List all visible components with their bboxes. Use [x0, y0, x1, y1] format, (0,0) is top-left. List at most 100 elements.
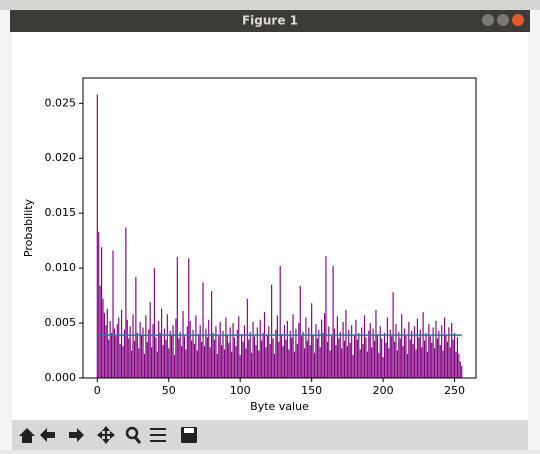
bar: [191, 340, 193, 378]
bar: [192, 329, 194, 378]
y-tick-label: 0.015: [45, 206, 77, 219]
bar: [138, 348, 140, 378]
bar: [222, 330, 224, 378]
bar: [168, 348, 170, 378]
bar: [229, 327, 231, 378]
bar: [112, 250, 114, 378]
bar: [265, 347, 267, 378]
bar: [283, 325, 286, 378]
title-bar: [10, 10, 530, 32]
bar: [236, 329, 238, 378]
bar: [305, 317, 307, 378]
bar: [232, 323, 234, 378]
bar: [385, 342, 387, 378]
bar: [161, 308, 163, 378]
bar: [173, 354, 176, 378]
bar: [399, 338, 401, 378]
bar: [426, 351, 428, 378]
bar: [151, 347, 153, 378]
bar: [449, 347, 451, 378]
bar: [339, 331, 341, 378]
maximize-button[interactable]: [497, 14, 509, 26]
bar: [225, 317, 227, 378]
bar: [396, 350, 398, 378]
bar: [226, 335, 228, 378]
bar: [322, 332, 324, 378]
bar: [411, 330, 413, 378]
bar: [423, 340, 426, 378]
bar: [369, 323, 371, 378]
bar: [209, 347, 211, 378]
bar: [115, 336, 117, 378]
bar: [405, 335, 407, 378]
bar: [172, 325, 174, 378]
bar: [159, 332, 161, 378]
bar: [403, 328, 406, 378]
bar: [269, 343, 271, 378]
bar: [335, 345, 337, 378]
bar: [189, 320, 191, 378]
bar: [132, 314, 134, 378]
configure-button[interactable]: [150, 428, 166, 442]
bar: [452, 339, 454, 378]
bar: [301, 336, 303, 378]
bar: [201, 341, 203, 378]
bar: [272, 338, 274, 378]
bar: [251, 352, 253, 378]
bar: [435, 320, 437, 378]
bar: [382, 357, 384, 378]
bar: [213, 339, 216, 378]
bar: [218, 336, 220, 378]
bar: [315, 324, 317, 378]
bar: [428, 324, 430, 378]
bar: [102, 298, 104, 378]
home-icon: [19, 428, 35, 443]
y-tick-label: 0.005: [45, 316, 77, 329]
bar: [121, 309, 123, 378]
bar: [351, 325, 353, 378]
forward-button[interactable]: [69, 428, 84, 442]
bar: [108, 339, 110, 378]
bar: [123, 329, 126, 378]
bar: [248, 339, 250, 378]
bar: [433, 348, 436, 378]
bar: [293, 351, 296, 378]
bar: [446, 341, 448, 378]
bar: [415, 349, 417, 378]
bar: [266, 335, 268, 378]
close-button[interactable]: [512, 14, 524, 26]
bar: [349, 342, 351, 378]
bar: [245, 348, 247, 378]
x-tick-label: 150: [301, 384, 322, 397]
minimize-button[interactable]: [482, 14, 494, 26]
bar: [442, 350, 444, 378]
y-tick-label: 0.000: [45, 371, 77, 384]
bar: [352, 354, 354, 378]
bar: [163, 328, 166, 378]
bar: [323, 313, 326, 378]
bar: [459, 361, 461, 378]
bar: [253, 336, 256, 378]
bar: [239, 354, 241, 378]
bar: [143, 353, 146, 378]
bar: [185, 349, 187, 378]
bar: [291, 337, 293, 378]
pan-button[interactable]: [97, 426, 115, 444]
zoom-button[interactable]: [125, 426, 139, 440]
bar: [215, 326, 217, 378]
bar: [242, 341, 244, 378]
bar: [193, 343, 196, 378]
bar: [145, 315, 147, 378]
bar: [109, 320, 111, 378]
bar: [311, 303, 313, 378]
bar: [438, 330, 440, 378]
bar: [153, 268, 156, 378]
y-tick-label: 0.010: [45, 261, 77, 274]
back-button[interactable]: [40, 428, 55, 442]
bar: [162, 345, 164, 378]
x-tick-label: 200: [373, 384, 394, 397]
bar: [451, 323, 453, 378]
bar: [303, 348, 306, 378]
save-icon-label: [184, 428, 194, 433]
